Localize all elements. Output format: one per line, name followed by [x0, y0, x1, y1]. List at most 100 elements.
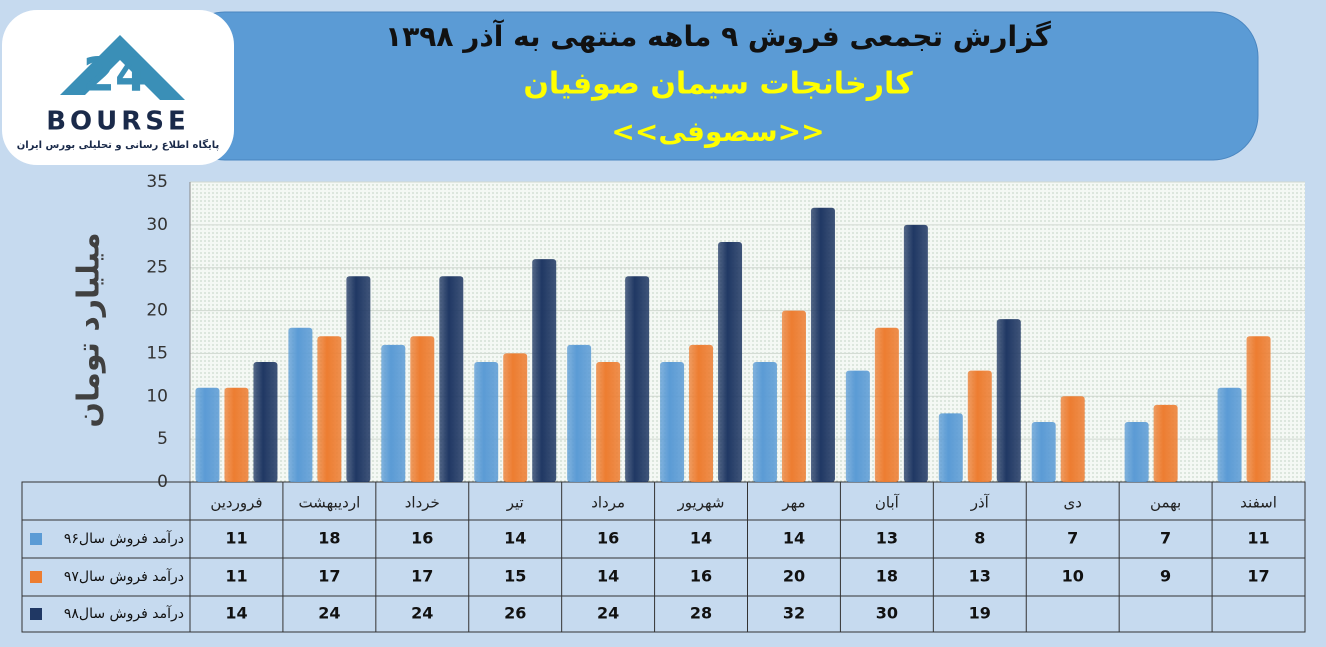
bar — [718, 242, 743, 482]
table-value: 16 — [597, 529, 619, 548]
bar — [596, 362, 621, 482]
bar — [903, 224, 928, 482]
bar — [381, 344, 406, 482]
y-tick-label: 20 — [146, 301, 168, 321]
table-value: 19 — [969, 604, 991, 623]
table-value: 14 — [783, 529, 805, 548]
bar — [967, 370, 992, 482]
bar — [996, 319, 1021, 482]
y-tick-label: 15 — [146, 343, 168, 363]
bar — [1031, 422, 1056, 482]
bar — [1217, 387, 1242, 482]
plot-area — [190, 182, 1305, 482]
bar — [689, 344, 714, 482]
y-tick-label: 25 — [146, 258, 168, 278]
legend-swatch — [30, 608, 42, 620]
x-tick-label: آبان — [875, 494, 900, 512]
table-value: 16 — [690, 567, 712, 586]
bar — [195, 387, 220, 482]
table-value: 14 — [597, 567, 619, 586]
table-value: 7 — [1160, 529, 1171, 548]
bar — [567, 344, 592, 482]
logo-shape — [60, 35, 185, 100]
x-tick-label: مهر — [781, 494, 805, 512]
table-value: 17 — [1247, 567, 1269, 586]
x-tick-label: فروردین — [210, 494, 262, 512]
legend-swatch — [30, 533, 42, 545]
y-tick-label: 30 — [146, 215, 168, 235]
table-value: 13 — [876, 529, 898, 548]
table-value: 11 — [225, 529, 247, 548]
x-tick-label: شهریور — [677, 494, 725, 512]
bar — [1124, 422, 1149, 482]
table-value: 26 — [504, 604, 526, 623]
table-value: 18 — [876, 567, 898, 586]
table-value: 24 — [411, 604, 433, 623]
y-axis-label: میلیارد تومان — [72, 232, 107, 427]
x-tick-label: اردیبهشت — [298, 494, 360, 512]
logo-tagline: پایگاه اطلاع رسانی و تحلیلی بورس ایران — [17, 138, 220, 151]
table-value: 9 — [1160, 567, 1171, 586]
bar — [1060, 396, 1085, 482]
bar — [874, 327, 899, 482]
logo-name: BOURSE — [46, 107, 190, 137]
legend-swatch — [30, 571, 42, 583]
bar — [625, 276, 650, 482]
logo-number: 24 — [83, 48, 147, 102]
table-value: 32 — [783, 604, 805, 623]
chart-subtitle: کارخانجات سیمان صوفیان — [523, 67, 913, 102]
x-tick-label: بهمن — [1150, 494, 1181, 512]
logo-box — [2, 10, 234, 165]
bar — [845, 370, 870, 482]
table-value: 8 — [974, 529, 985, 548]
y-tick-label: 35 — [146, 172, 168, 192]
bar — [810, 207, 835, 482]
bar — [503, 353, 528, 482]
table-value: 11 — [1247, 529, 1269, 548]
table-value: 20 — [783, 567, 805, 586]
bar — [532, 259, 557, 482]
y-tick-label: 5 — [157, 429, 168, 449]
x-tick-label: تیر — [506, 494, 524, 512]
x-tick-label: آذر — [970, 494, 990, 512]
table-value: 14 — [690, 529, 712, 548]
bar — [317, 336, 342, 482]
table-value: 18 — [318, 529, 340, 548]
table-value: 17 — [411, 567, 433, 586]
table-value: 28 — [690, 604, 712, 623]
bar — [410, 336, 435, 482]
bar — [1246, 336, 1271, 482]
bar — [439, 276, 464, 482]
table-value: 24 — [318, 604, 340, 623]
chart-title: گزارش تجمعی فروش ۹ ماهه منتهی به آذر ۱۳۹… — [385, 19, 1051, 53]
x-tick-label: دی — [1063, 494, 1081, 512]
x-tick-label: مرداد — [591, 494, 625, 512]
table-value: 7 — [1067, 529, 1078, 548]
bar — [1153, 404, 1178, 482]
y-tick-label: 10 — [146, 386, 168, 406]
x-tick-label: خرداد — [405, 494, 440, 512]
bar — [288, 327, 313, 482]
table-value: 17 — [318, 567, 340, 586]
bar — [781, 310, 806, 482]
table-value: 16 — [411, 529, 433, 548]
bar — [938, 413, 963, 482]
legend-label: درآمد فروش سال۹۶ — [64, 530, 184, 547]
x-tick-label: اسفند — [1240, 494, 1277, 512]
table-value: 15 — [504, 567, 526, 586]
symbol: <<سصوفی>> — [611, 115, 824, 148]
table-value: 11 — [225, 567, 247, 586]
table-value: 24 — [597, 604, 619, 623]
table-value: 13 — [969, 567, 991, 586]
table-value: 10 — [1062, 567, 1084, 586]
bar — [346, 276, 371, 482]
bar — [752, 362, 777, 482]
legend-label: درآمد فروش سال۹۷ — [64, 568, 184, 585]
legend-label: درآمد فروش سال۹۸ — [64, 605, 184, 622]
bar — [660, 362, 685, 482]
bar — [224, 387, 249, 482]
table-value: 14 — [225, 604, 247, 623]
bar — [474, 362, 499, 482]
